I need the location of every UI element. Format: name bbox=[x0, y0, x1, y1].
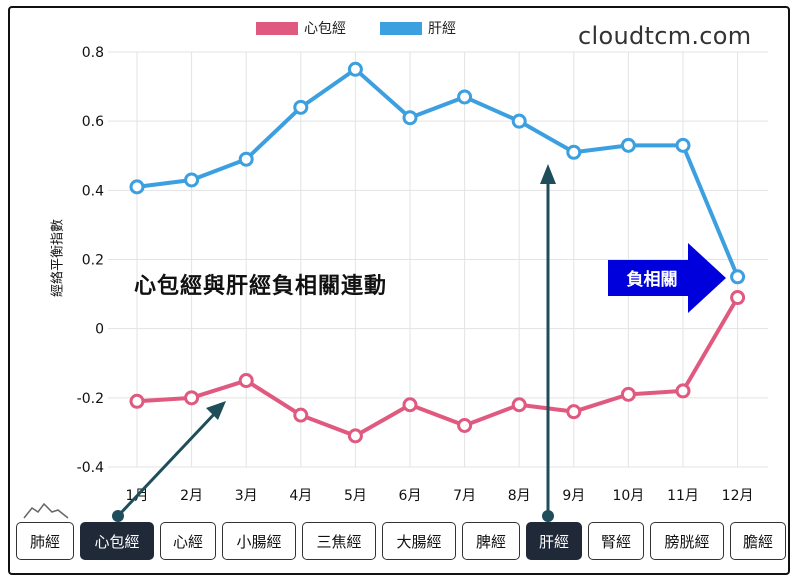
x-tick-label: 10月 bbox=[612, 488, 644, 504]
tab-3[interactable]: 小腸經 bbox=[222, 522, 296, 560]
data-point bbox=[730, 269, 746, 285]
data-point bbox=[566, 144, 582, 160]
vertical-arrow-head bbox=[540, 164, 556, 184]
y-tick-label: -0.4 bbox=[77, 460, 104, 476]
y-tick-label: 0.6 bbox=[82, 114, 104, 130]
data-point bbox=[129, 179, 145, 195]
tab-5[interactable]: 大腸經 bbox=[382, 522, 456, 560]
meridian-tabs: 肺經 心包經 心經 小腸經 三焦經 大腸經 脾經 肝經 腎經 膀胱經 膽經 bbox=[16, 522, 786, 560]
series-line-1 bbox=[136, 67, 740, 278]
legend-swatch-pericardium bbox=[256, 21, 298, 35]
x-tick-label: 11月 bbox=[667, 488, 699, 504]
tab-2[interactable]: 心經 bbox=[160, 522, 216, 560]
data-point bbox=[184, 172, 200, 188]
diagonal-arrow-shaft bbox=[116, 408, 220, 518]
x-tick-label: 5月 bbox=[344, 488, 367, 504]
negative-correlation-badge: 負相關 bbox=[608, 243, 726, 313]
data-point bbox=[293, 99, 309, 115]
tab-0[interactable]: 肺經 bbox=[16, 522, 74, 560]
tab-1[interactable]: 心包經 bbox=[80, 522, 154, 560]
data-point bbox=[402, 110, 418, 126]
x-tick-label: 3月 bbox=[235, 488, 258, 504]
legend-label-liver: 肝經 bbox=[428, 21, 456, 37]
y-tick-label: -0.2 bbox=[77, 391, 104, 407]
x-tick-label: 2月 bbox=[180, 488, 203, 504]
data-point bbox=[675, 137, 691, 153]
legend-item-liver[interactable]: 肝經 bbox=[380, 18, 456, 38]
chart-legend: 心包經 肝經 bbox=[256, 18, 456, 38]
brand-watermark: cloudtcm.com bbox=[578, 22, 752, 50]
data-point bbox=[620, 137, 636, 153]
legend-label-pericardium: 心包經 bbox=[304, 21, 346, 37]
data-point bbox=[238, 373, 254, 389]
x-tick-label: 4月 bbox=[289, 488, 312, 504]
tab-4[interactable]: 三焦經 bbox=[302, 522, 376, 560]
data-point bbox=[402, 397, 418, 413]
x-tick-label: 7月 bbox=[453, 488, 476, 504]
data-point bbox=[184, 390, 200, 406]
data-point bbox=[730, 290, 746, 306]
data-point bbox=[457, 418, 473, 433]
data-point bbox=[511, 397, 527, 413]
x-tick-label: 8月 bbox=[508, 488, 531, 504]
chart-annotation: 心包經與肝經負相關連動 bbox=[134, 274, 388, 299]
data-point bbox=[293, 407, 309, 423]
tab-8[interactable]: 腎經 bbox=[588, 522, 644, 560]
x-tick-label: 12月 bbox=[722, 488, 754, 504]
diagonal-arrow-tail bbox=[112, 510, 124, 522]
y-tick-label: 0.4 bbox=[82, 183, 104, 199]
x-tick-label: 6月 bbox=[399, 488, 422, 504]
series-line-0 bbox=[136, 296, 740, 438]
vertical-arrow-tail bbox=[542, 510, 554, 522]
data-point bbox=[238, 151, 254, 167]
data-point bbox=[675, 383, 691, 399]
data-point bbox=[129, 393, 145, 409]
arrow-right-icon bbox=[608, 243, 726, 313]
data-point bbox=[620, 386, 636, 402]
y-tick-label: 0.2 bbox=[82, 253, 104, 269]
y-tick-label: 0.8 bbox=[82, 45, 104, 61]
tab-6[interactable]: 脾經 bbox=[462, 522, 520, 560]
tab-10[interactable]: 膽經 bbox=[730, 522, 786, 560]
data-point bbox=[347, 61, 363, 77]
negative-correlation-label: 負相關 bbox=[626, 270, 678, 290]
y-tick-label: 0 bbox=[95, 322, 104, 338]
legend-item-pericardium[interactable]: 心包經 bbox=[256, 18, 346, 38]
legend-swatch-liver bbox=[380, 21, 422, 35]
data-point bbox=[511, 113, 527, 129]
diagonal-arrow-head bbox=[206, 401, 226, 420]
y-axis-label: 經絡平衡指數 bbox=[50, 218, 66, 298]
x-tick-label: 9月 bbox=[562, 488, 585, 504]
data-point bbox=[347, 428, 363, 444]
tab-9[interactable]: 膀胱經 bbox=[650, 522, 724, 560]
data-point bbox=[566, 404, 582, 420]
data-point bbox=[457, 89, 473, 105]
tab-7[interactable]: 肝經 bbox=[526, 522, 582, 560]
mountain-chart-icon bbox=[23, 502, 69, 519]
